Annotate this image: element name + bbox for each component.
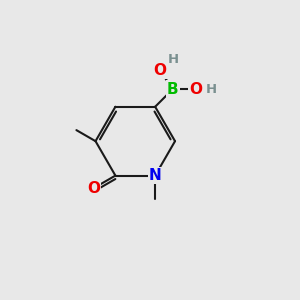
Text: H: H: [167, 52, 178, 65]
Text: O: O: [153, 63, 166, 78]
Text: N: N: [149, 168, 161, 183]
Text: H: H: [206, 82, 217, 95]
Text: O: O: [87, 181, 100, 196]
Text: O: O: [189, 82, 202, 97]
Text: B: B: [167, 82, 179, 97]
